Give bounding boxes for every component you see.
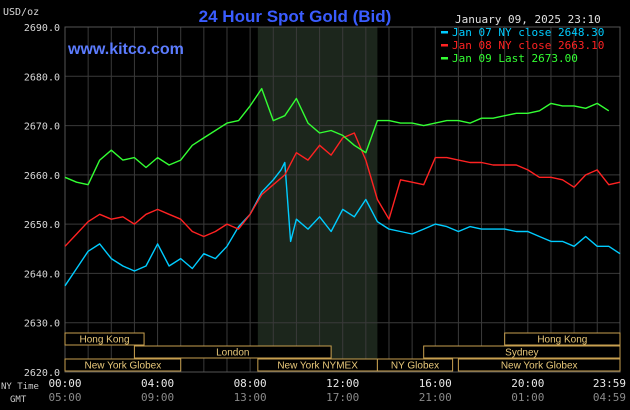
site-url[interactable]: www.kitco.com — [67, 41, 184, 58]
y-tick-label: 2640.0 — [24, 269, 60, 280]
session-bar — [457, 358, 621, 372]
ny-time-label: 04:00 — [141, 377, 174, 390]
gmt-caption: GMT — [10, 395, 27, 405]
ny-time-label: 23:59 — [593, 377, 626, 390]
legend-entry: Jan 09 Last 2673.00 — [452, 52, 578, 65]
y-tick-label: 2650.0 — [24, 220, 60, 231]
session-label: NY Globex — [391, 361, 439, 372]
session-label: London — [216, 348, 249, 359]
series-lines — [64, 87, 621, 287]
ny-time-label: 12:00 — [326, 377, 359, 390]
y-tick-label: 2620.0 — [24, 368, 60, 379]
session-bar — [64, 358, 182, 372]
session-label: New York Globex — [501, 361, 578, 372]
plot-frame — [64, 26, 621, 373]
y-tick-label: 2630.0 — [24, 319, 60, 330]
ny-time-caption: NY Time — [1, 382, 39, 392]
session-bar — [64, 332, 145, 346]
session-bar — [423, 345, 621, 359]
gmt-time-label: 05:00 — [48, 391, 81, 404]
legend-entry: Jan 07 NY close 2648.30 — [452, 26, 604, 39]
y-tick-label: 2660.0 — [24, 171, 60, 182]
session-bar — [376, 358, 454, 372]
y-tick-label: 2690.0 — [24, 23, 60, 34]
gmt-time-label: 01:00 — [511, 391, 544, 404]
y-axis-tick-labels: 2620.0 2630.0 2640.0 2650.0 2660.0 2670.0 2680… — [24, 23, 60, 379]
series-line-1 — [64, 161, 621, 287]
y-axis-unit: USD/oz — [3, 7, 39, 18]
session-label: New York NYMEX — [277, 361, 358, 372]
session-label: Sydney — [505, 348, 538, 359]
gmt-time-label: 04:59 — [593, 391, 626, 404]
session-bar — [133, 345, 332, 359]
ny-time-label: 08:00 — [234, 377, 267, 390]
gmt-time-label: 21:00 — [419, 391, 452, 404]
chart-title: 24 Hour Spot Gold (Bid) — [199, 7, 392, 26]
timestamp: January 09, 2025 23:10 — [455, 13, 601, 26]
session-label: New York Globex — [84, 361, 161, 372]
y-tick-label: 2670.0 — [24, 122, 60, 133]
legend-swatch — [441, 31, 448, 34]
series-line-2 — [64, 132, 621, 247]
y-tick-label: 2680.0 — [24, 72, 60, 83]
legend-swatch — [441, 57, 448, 60]
gmt-time-label: 13:00 — [234, 391, 267, 404]
session-label: Hong Kong — [537, 335, 587, 346]
session-label: Hong Kong — [80, 335, 130, 346]
ny-time-label: 20:00 — [511, 377, 544, 390]
series-line-3 — [64, 87, 610, 186]
gmt-time-label: 17:00 — [326, 391, 359, 404]
market-sessions: Hong Kong Hong Kong London Sydney New York G… — [64, 332, 621, 372]
legend-entry: Jan 08 NY close 2663.10 — [452, 39, 604, 52]
gmt-time-label: 09:00 — [141, 391, 174, 404]
ny-time-label: 00:00 — [48, 377, 81, 390]
session-bar — [504, 332, 621, 346]
nymex-highlight-region — [257, 27, 378, 372]
legend-swatch — [441, 44, 448, 47]
ny-time-label: 16:00 — [419, 377, 452, 390]
